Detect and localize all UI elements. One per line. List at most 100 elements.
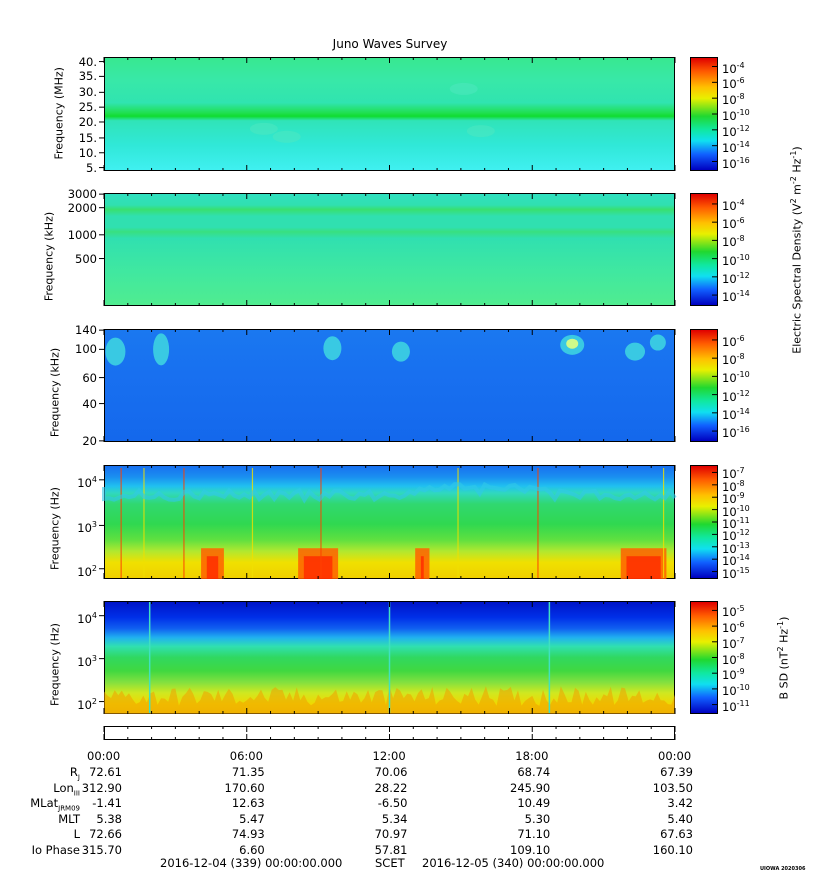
colorbar-tick-label: 10-9: [722, 491, 745, 507]
colorbar-tick-label: 10-12: [722, 123, 750, 139]
ephemeris-value: -1.41: [92, 796, 122, 810]
colorbar-label-magnetic: B SD (nT2 Hz-1): [776, 616, 791, 700]
y-axis-label-3: Frequency (kHz): [48, 347, 62, 438]
footer-start-time: 2016-12-04 (339) 00:00:00.000: [160, 856, 343, 870]
y-tick-label: 5.: [86, 160, 97, 175]
colorbar-tick-label: 10-6: [722, 76, 745, 92]
hz-burst-core-0: [206, 556, 219, 579]
ephemeris-value: 57.81: [374, 842, 408, 857]
ephemeris-value: 103.50: [652, 780, 693, 795]
footer-end-time: 2016-12-05 (340) 00:00:00.000: [422, 856, 605, 870]
time-tick-label: 12:00: [372, 749, 406, 763]
colorbar-tick-label: 10-8: [722, 234, 745, 250]
colorbar-tick-label: 10-8: [722, 478, 745, 494]
ephemeris-value: 6.60: [239, 842, 265, 857]
colorbar-tick-label: 10-11: [722, 698, 750, 714]
y-tick-label: 500: [75, 251, 97, 266]
colorbar-panel-3: [690, 329, 718, 442]
y-tick-label: 20.: [78, 114, 97, 129]
hz-burst-core-2: [420, 556, 424, 579]
colorbar-tick-label: 10-10: [722, 252, 750, 268]
y-tick-label: 102: [77, 563, 97, 579]
ephemeris-label: LonIII: [53, 780, 80, 797]
colorbar-tick-label: 10-10: [722, 370, 750, 386]
ephemeris-value: 5.30: [524, 811, 551, 826]
colorbar-tick-label: 10-12: [722, 270, 750, 286]
colorbar-panel-2: [690, 193, 718, 306]
ephemeris-label: MLT: [58, 811, 80, 826]
khz-emission-0: [105, 337, 126, 366]
ephemeris-label: RJ: [69, 765, 80, 782]
y-tick-label: 103: [77, 520, 97, 536]
mhz-emission-2: [449, 82, 478, 95]
khz-emission-1: [153, 333, 170, 366]
y-tick-label: 1000: [67, 227, 97, 242]
spectrogram-panel-khz-high: [104, 193, 675, 306]
mhz-emission-3: [466, 125, 495, 138]
ephemeris-value: 245.90: [510, 780, 551, 795]
y-tick-label: 104: [77, 474, 97, 490]
colorbar-tick-label: 10-7: [722, 635, 745, 651]
khz-emission-5: [625, 342, 646, 361]
khz-emission-core: [566, 338, 579, 349]
y-tick-label: 100: [75, 342, 97, 357]
colorbar-tick-label: 10-8: [722, 352, 745, 367]
colorbar-tick-label: 10-11: [722, 516, 750, 531]
ephemeris-value: 74.93: [231, 827, 265, 841]
colorbar-tick-label: 10-14: [722, 406, 750, 422]
time-tick-label: 00:00: [87, 749, 121, 763]
y-tick-label: 3000: [67, 187, 97, 202]
y-axis-label-2: Frequency (kHz): [42, 211, 56, 302]
colorbar-tick-label: 10-16: [722, 425, 750, 440]
khz-emission-6: [649, 334, 666, 351]
ephemeris-value: 28.22: [374, 780, 408, 795]
colorbar-tick-label: 10-15: [722, 565, 750, 581]
chart-title: Juno Waves Survey: [332, 37, 448, 51]
time-tick-label: 06:00: [229, 749, 263, 763]
ephemeris-value: 72.66: [89, 827, 122, 841]
ephemeris-value: 68.74: [517, 765, 551, 779]
time-tick-label: 00:00: [658, 749, 692, 763]
y-tick-label: 30.: [78, 85, 97, 100]
colorbar-tick-label: 10-10: [722, 108, 750, 123]
colorbar-tick-label: 10-10: [722, 682, 750, 698]
ephemeris-value: 12.63: [231, 796, 265, 810]
y-tick-label: 20: [82, 433, 97, 448]
ephemeris-value: 160.10: [652, 842, 693, 857]
ephemeris-value: 312.90: [81, 780, 122, 795]
footer-stamp: UIOWA 2020306: [760, 866, 806, 872]
y-axis-label-4: Frequency (Hz): [48, 487, 62, 570]
ephemeris-value: 315.70: [81, 842, 122, 857]
colorbar-tick-label: 10-14: [722, 139, 750, 155]
y-axis-label-1: Frequency (MHz): [52, 67, 66, 160]
colorbar-tick-label: 10-4: [722, 60, 745, 76]
footer-scet: SCET: [375, 856, 405, 870]
spectrogram-panel-hz-electric: [104, 465, 675, 579]
ephemeris-label: Io Phase: [31, 842, 80, 857]
spectrogram-panel-mhz: [104, 57, 675, 171]
ephemeris-value: 70.06: [374, 765, 408, 779]
y-tick-label: 2000: [67, 200, 97, 215]
ephemeris-value: 72.61: [89, 765, 122, 779]
colorbar-tick-label: 10-8: [722, 651, 745, 667]
colorbar-tick-label: 10-10: [722, 503, 750, 519]
hz-burst-core-1: [303, 556, 333, 579]
y-tick-label: 140: [75, 323, 97, 338]
y-tick-label: 60: [82, 370, 97, 385]
ephemeris-value: 71.10: [517, 827, 551, 841]
y-tick-label: 104: [77, 610, 97, 626]
y-tick-label: 15.: [78, 130, 97, 145]
colorbar-tick-label: 10-6: [722, 620, 745, 635]
y-tick-label: 40: [82, 396, 97, 411]
ephemeris-value: 3.42: [667, 796, 693, 810]
colorbar-tick-label: 10-13: [722, 540, 750, 556]
colorbar-tick-label: 10-9: [722, 667, 745, 683]
y-tick-label: 25.: [78, 100, 97, 115]
ephemeris-value: 5.40: [667, 811, 693, 826]
mhz-emission-1: [272, 130, 301, 143]
khz-emission-3: [391, 341, 410, 362]
colorbar-label-electric: Electric Spectral Density (V2 m-2 Hz-1): [789, 146, 804, 354]
colorbar-tick-label: 10-12: [722, 528, 750, 544]
khz-emission-2: [323, 336, 342, 361]
